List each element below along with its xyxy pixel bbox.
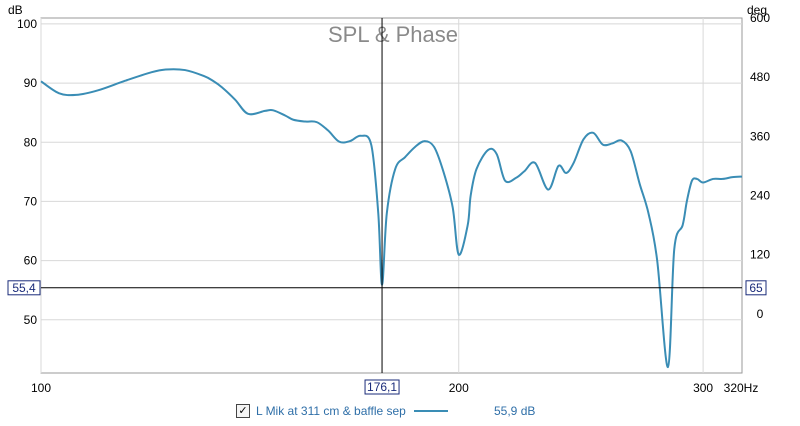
legend-checkbox[interactable]: ✓ (236, 404, 250, 418)
x-axis-end-label: 320Hz (724, 381, 759, 395)
x-tick-label: 100 (31, 381, 51, 395)
x-tick-label: 300 (693, 381, 713, 395)
y2-tick-label: 600 (750, 11, 770, 25)
y-tick-label: 80 (24, 135, 38, 149)
y2-tick-label: 360 (750, 129, 770, 143)
legend-cursor-value: 55,9 dB (494, 404, 536, 418)
y-tick-labels: 100 90 80 70 60 50 (17, 17, 37, 327)
cursor-y-right-readout: 65 (745, 280, 767, 296)
y2-tick-label: 480 (750, 70, 770, 84)
y2-tick-label: 0 (757, 307, 764, 321)
y2-tick-label: 240 (750, 189, 770, 203)
svg-text:176,1: 176,1 (367, 380, 397, 394)
cursor-x-readout: 176,1 (364, 379, 400, 395)
y-tick-label: 50 (24, 313, 38, 327)
y-tick-label: 90 (24, 76, 38, 90)
legend-line-swatch (414, 410, 448, 412)
cursor-y-left-readout: 55,4 (7, 280, 41, 296)
svg-text:65: 65 (749, 281, 763, 295)
grid-lines (40, 18, 742, 373)
y-tick-label: 70 (24, 194, 38, 208)
svg-text:55,4: 55,4 (12, 281, 36, 295)
y2-axis-unit: deg (747, 3, 767, 17)
x-tick-label: 200 (449, 381, 469, 395)
series-layer (40, 68, 743, 369)
series-line-spl (40, 68, 743, 369)
y2-tick-labels: 600 480 360 240 120 0 (750, 11, 770, 321)
y2-tick-label: 120 (750, 248, 770, 262)
plot-area[interactable] (40, 17, 743, 374)
x-tick-labels: 100 200 300 (31, 381, 713, 395)
y-tick-label: 60 (24, 254, 38, 268)
chart-title: SPL & Phase (328, 22, 458, 47)
y-axis-unit: dB (8, 3, 23, 17)
legend: ✓ L Mik at 311 cm & baffle sep 55,9 dB (236, 402, 535, 420)
legend-series-name: L Mik at 311 cm & baffle sep (256, 404, 406, 418)
y-tick-label: 100 (17, 17, 37, 31)
